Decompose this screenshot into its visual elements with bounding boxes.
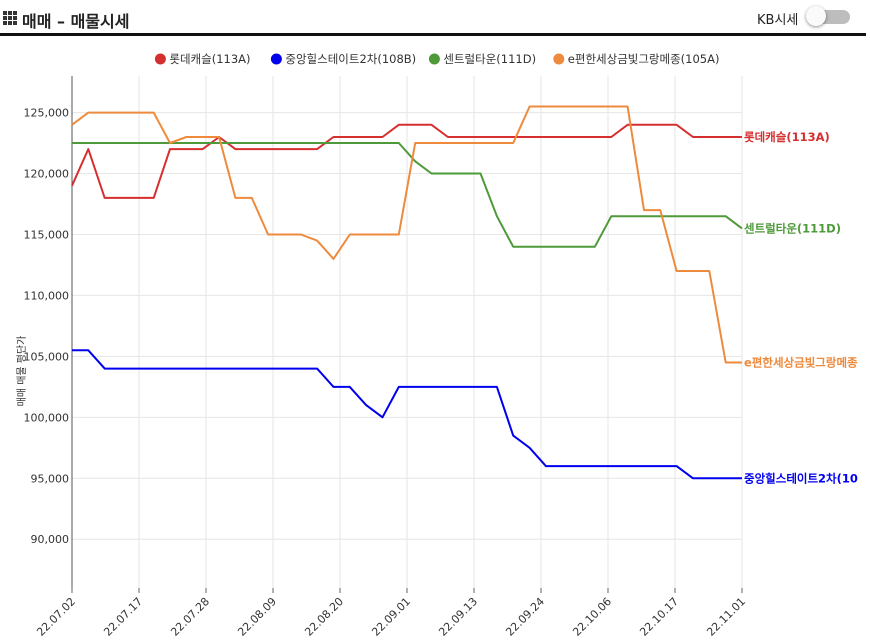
y-tick-label: 110,000 [24,289,70,302]
chart-title: 매매 – 매물시세 [22,12,130,31]
y-tick-label: 95,000 [31,472,70,485]
end-label-1: 중앙힐스테이트2차(10 [744,471,858,485]
x-tick-label: 22.10.06 [570,595,614,639]
y-tick-label: 120,000 [24,168,70,181]
series-line-2 [72,142,743,248]
axes: 90,000 95,000 100,000 105,000 110,000 115,000… [24,76,748,639]
y-tick-label: 105,000 [24,350,70,363]
x-tick-label: 22.09.01 [369,595,413,639]
legend-label-1[interactable]: 중앙힐스테이트2차(108B) [285,52,416,66]
grid-menu-icon[interactable] [3,11,19,25]
x-tick-label: 22.07.28 [168,595,212,639]
legend-label-3[interactable]: e편한세상금빛그랑메종(105A) [568,52,720,66]
kb-price-toggle[interactable] [806,6,850,26]
x-tick-label: 22.07.17 [101,595,145,639]
legend-marker-3[interactable] [553,53,565,65]
x-tick-label: 22.08.09 [235,595,279,639]
x-tick-label: 22.09.24 [503,595,547,639]
legend-label-0[interactable]: 롯데캐슬(113A) [169,52,250,66]
x-tick-label: 22.07.02 [34,595,78,639]
y-axis-label: 매매 매물 평단가 [16,336,28,407]
chart-header: 매매 – 매물시세 KB시세 [0,0,870,36]
x-tick-label: 22.11.01 [704,595,748,639]
price-line-chart: 90,000 95,000 100,000 105,000 110,000 115,000… [16,52,858,639]
legend-label-2[interactable]: 센트럴타운(111D) [443,52,536,66]
legend-marker-2[interactable] [428,53,440,65]
end-label-0: 롯데캐슬(113A) [744,130,830,144]
series-line-3 [71,105,742,364]
series-line-1 [72,349,742,480]
legend-marker-0[interactable] [154,53,166,65]
x-tick-label: 22.10.17 [637,595,681,639]
series-lines [71,105,743,480]
header-divider [0,33,866,36]
x-tick-label: 22.08.20 [302,595,346,639]
y-tick-label: 125,000 [24,107,70,120]
series-end-labels: 롯데캐슬(113A) 센트럴타운(111D) e편한세상금빛그랑메종중앙힐스테이트2… [744,130,858,485]
kb-price-toggle-label: KB시세 [757,13,799,28]
x-tick-label: 22.09.13 [436,595,480,639]
y-tick-label: 100,000 [24,411,70,424]
y-tick-label: 115,000 [24,228,70,241]
end-label-2: 센트럴타운(111D) [744,221,841,235]
legend-marker-1[interactable] [270,53,282,65]
end-label-3: e편한세상금빛그랑메종 [744,355,858,369]
toggle-knob[interactable] [806,6,826,26]
y-tick-label: 90,000 [31,533,70,546]
legend[interactable]: 롯데캐슬(113A) 중앙힐스테이트2차(108B) 센트럴타운(111D) e편한세… [154,52,720,66]
